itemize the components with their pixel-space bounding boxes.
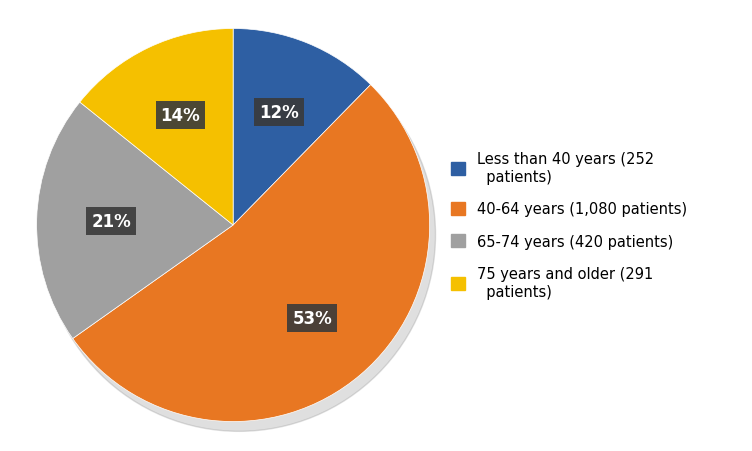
Text: 53%: 53% (293, 309, 332, 327)
Wedge shape (37, 103, 233, 339)
Wedge shape (80, 29, 233, 226)
Text: 21%: 21% (92, 213, 131, 231)
Ellipse shape (43, 39, 435, 432)
Wedge shape (73, 85, 429, 422)
Wedge shape (233, 29, 371, 226)
Legend: Less than 40 years (252
  patients), 40-64 years (1,080 patients), 65-74 years (: Less than 40 years (252 patients), 40-64… (444, 145, 694, 306)
Text: 12%: 12% (259, 104, 299, 122)
Text: 14%: 14% (160, 107, 200, 125)
